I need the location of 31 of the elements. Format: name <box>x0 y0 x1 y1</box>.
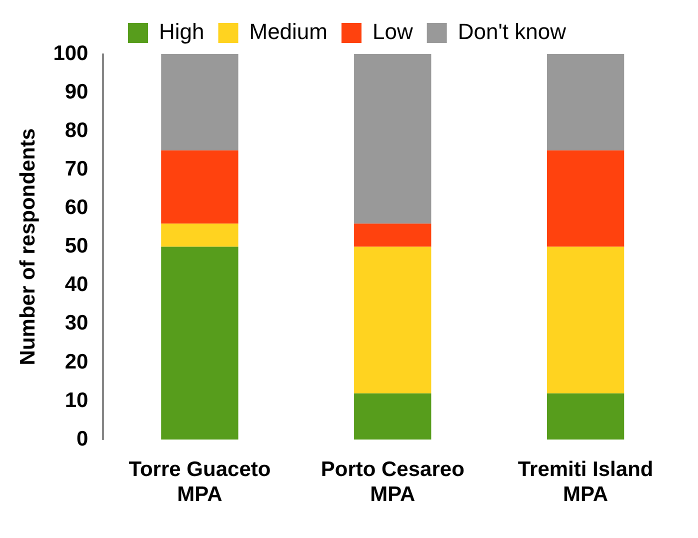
bar <box>354 393 432 440</box>
y-axis-title: Number of respondents <box>16 128 40 366</box>
bar <box>161 150 238 224</box>
y-tick-label: 90 <box>64 80 88 104</box>
bar <box>546 54 624 150</box>
bar <box>161 224 238 247</box>
legend-label: High <box>159 19 204 44</box>
bar <box>546 246 624 394</box>
y-tick-label: 0 <box>76 427 88 450</box>
y-tick-label: 100 <box>53 42 88 65</box>
y-tick-label: 20 <box>64 350 88 374</box>
legend-label: Don't know <box>458 19 566 44</box>
y-tick-label: 80 <box>64 118 88 142</box>
bar <box>546 150 624 247</box>
x-tick-label: Porto Cesareo MPA <box>320 458 464 506</box>
bar <box>161 54 238 150</box>
y-tick-label: 50 <box>64 234 88 258</box>
bar <box>354 246 432 394</box>
bar <box>354 224 432 247</box>
bar <box>546 393 624 440</box>
y-tick-label: 10 <box>64 388 88 412</box>
y-tick-label: 30 <box>64 312 88 335</box>
x-tick-label: Tremiti Island MPA <box>518 458 654 506</box>
y-tick-label: 60 <box>64 196 88 220</box>
x-tick-label: Torre Guaceto MPA <box>128 458 271 506</box>
legend-label: Medium <box>249 19 328 44</box>
bar <box>354 54 432 224</box>
legend-label: Low <box>372 19 413 44</box>
bar <box>161 246 238 440</box>
y-tick-label: 70 <box>64 157 88 180</box>
y-tick-label: 40 <box>64 273 88 296</box>
